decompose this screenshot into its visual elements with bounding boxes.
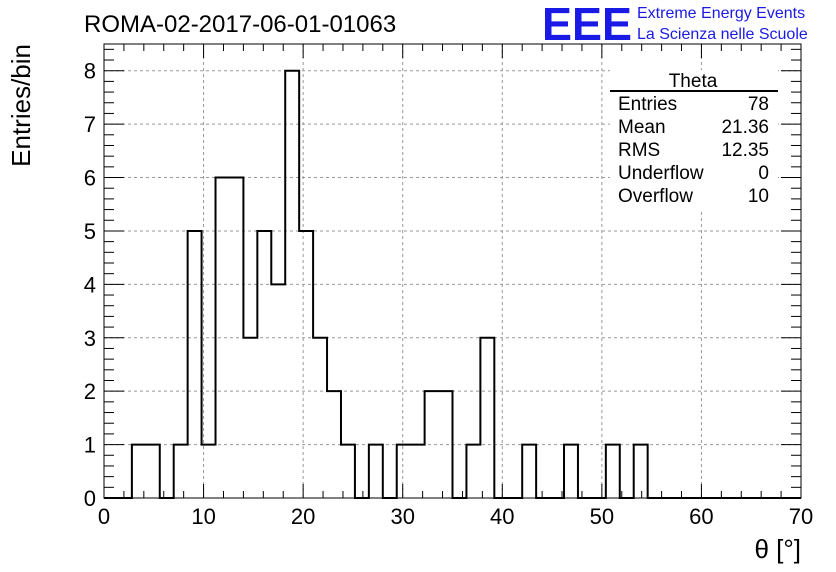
y-tick-label: 5 [84,219,96,244]
plot-frame [103,43,802,499]
logo: EEE Extreme Energy Events La Scienza nel… [542,0,808,50]
stats-row-label: RMS [618,140,660,161]
stats-box-rows: Entries 78 Mean 21.36 RMS 12.35 Underflow 0 Over… [618,94,769,207]
y-tick-label: 2 [84,379,96,404]
x-tick-labels: 0 10 20 30 40 50 60 70 [98,504,813,529]
stats-row-value: 78 [748,94,769,115]
stats-row-label: Mean [618,117,666,138]
axis-ticks [103,44,802,499]
stats-box: Theta Entries 78 Mean 21.36 RMS 12.35 Underflo… [610,70,778,210]
logo-line-1: Extreme Energy Events [637,5,805,22]
x-tick-label: 10 [191,504,215,529]
y-axis-label: Entries/bin [6,44,36,167]
logo-mark: EEE [542,0,632,50]
stats-box-title: Theta [669,71,718,92]
y-tick-label: 0 [84,486,96,511]
stats-row-label: Overflow [618,186,693,207]
x-axis-label: θ [°] [754,534,801,564]
y-tick-label: 4 [84,272,96,297]
y-tick-label: 6 [84,166,96,191]
x-tick-label: 0 [98,504,110,529]
y-tick-labels: 0 1 2 3 4 5 6 7 8 [84,59,96,511]
x-tick-label: 50 [590,504,614,529]
stats-row-value: 21.36 [721,117,769,138]
stats-row-value: 12.35 [721,140,769,161]
stats-box-background [610,70,778,210]
chart-title: ROMA-02-2017-06-01-01063 [84,11,396,38]
x-tick-label: 60 [689,504,713,529]
x-tick-label: 40 [490,504,514,529]
y-tick-label: 8 [84,59,96,84]
histogram-step-line [104,69,801,499]
logo-line-2: La Scienza nelle Scuole [637,26,808,43]
stats-row-label: Entries [618,94,677,115]
y-tick-label: 3 [84,326,96,351]
y-tick-label: 1 [84,433,96,458]
y-tick-label: 7 [84,112,96,137]
stats-row-label: Underflow [618,163,704,184]
x-tick-label: 30 [390,504,414,529]
x-tick-label: 20 [291,504,315,529]
x-tick-label: 70 [789,504,813,529]
stats-row-value: 0 [758,163,769,184]
stats-row-value: 10 [748,186,769,207]
